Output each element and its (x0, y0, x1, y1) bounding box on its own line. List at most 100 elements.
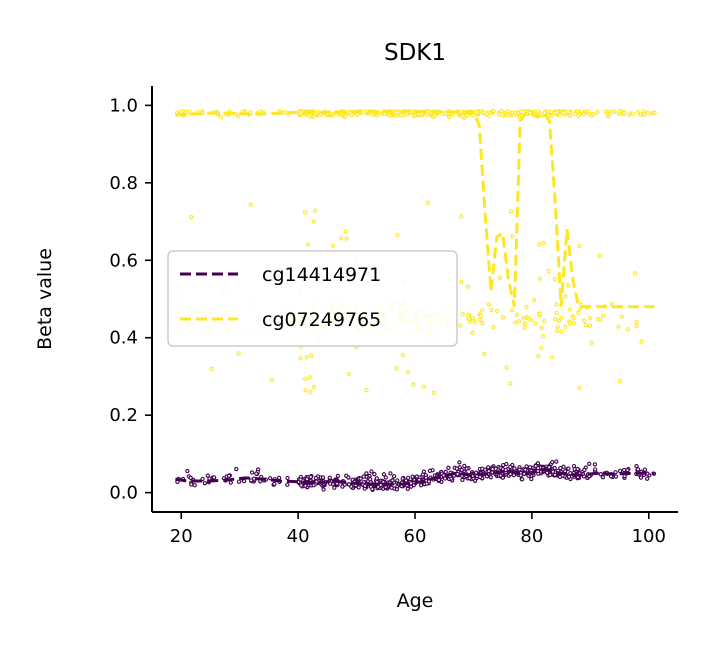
scatter-point (494, 308, 500, 314)
scatter-point (303, 376, 308, 381)
scatter-point (542, 319, 547, 324)
scatter-point (395, 232, 400, 238)
scatter-point (446, 465, 451, 470)
scatter-point (508, 381, 513, 386)
scatter-point (370, 112, 375, 117)
scatter-point (567, 307, 573, 312)
scatter-point (389, 485, 394, 490)
series-line-1 (175, 110, 655, 309)
scatter-point (364, 471, 369, 476)
scatter-point (340, 484, 345, 489)
scatter-point (537, 242, 542, 247)
scatter-point (390, 478, 395, 483)
scatter-point (411, 382, 416, 387)
scatter-point (554, 302, 559, 307)
scatter-point (536, 354, 541, 359)
y-tick-label: 1.0 (109, 95, 138, 116)
scatter-point (423, 475, 429, 480)
scatter-point (488, 475, 493, 480)
scatter-point (585, 109, 590, 114)
scatter-point (587, 316, 593, 321)
scatter-point (209, 366, 214, 371)
scatter-point (408, 484, 414, 489)
scatter-point (583, 322, 588, 328)
scatter-point (523, 467, 528, 472)
scatter-point (418, 483, 424, 488)
scatter-point (587, 323, 593, 328)
scatter-point (388, 471, 393, 476)
scatter-point (335, 473, 341, 479)
scatter-point (236, 351, 241, 356)
scatter-point (189, 482, 194, 487)
scatter-point (635, 467, 641, 472)
scatter-point (552, 465, 557, 471)
x-tick-label: 100 (632, 526, 666, 547)
scatter-point (311, 219, 316, 224)
scatter-point (343, 229, 348, 234)
scatter-point (558, 113, 563, 118)
scatter-point (537, 311, 542, 317)
scatter-point (309, 353, 314, 358)
scatter-point (610, 109, 615, 115)
scatter-point (642, 112, 647, 117)
scatter-point (480, 320, 485, 326)
scatter-point (521, 316, 526, 321)
scatter-point (500, 475, 506, 480)
scatter-point (313, 475, 319, 481)
scatter-point (405, 486, 410, 492)
scatter-point (548, 472, 553, 478)
y-tick-label: 0.8 (109, 173, 138, 194)
scatter-point (467, 476, 472, 481)
scatter-point (617, 109, 623, 114)
scatter-point (299, 483, 304, 488)
scatter-point (249, 470, 255, 475)
scatter-point (383, 475, 388, 480)
scatter-point (639, 339, 644, 344)
scatter-point (460, 477, 465, 483)
scatter-point (486, 302, 492, 307)
scatter-point (484, 112, 489, 117)
scatter-point (470, 330, 475, 335)
scatter-point (566, 474, 572, 479)
scatter-point (320, 475, 326, 480)
scatter-point (561, 110, 566, 115)
scatter-point (571, 321, 576, 326)
scatter-point (462, 463, 467, 469)
scatter-point (563, 324, 568, 329)
scatter-point (235, 114, 241, 119)
scatter-point (591, 112, 596, 117)
scatter-point (308, 474, 313, 480)
scatter-point (276, 475, 282, 481)
scatter-point (535, 465, 541, 471)
scatter-point (638, 475, 644, 480)
scatter-point (425, 200, 430, 205)
scatter-point (421, 384, 426, 389)
scatter-point (395, 478, 400, 483)
scatter-point (550, 460, 555, 465)
scatter-point (514, 312, 519, 317)
scatter-point (600, 475, 606, 480)
scatter-point (577, 243, 582, 249)
scatter-point (426, 479, 432, 484)
scatter-point (405, 475, 411, 480)
scatter-point (575, 466, 580, 472)
legend-label-0: cg14414971 (262, 264, 381, 286)
scatter-point (254, 471, 259, 476)
scatter-point (556, 318, 561, 323)
scatter-point (459, 467, 464, 473)
scatter-point (486, 465, 491, 470)
scatter-point (410, 474, 415, 479)
scatter-point (308, 389, 313, 395)
scatter-point (391, 474, 397, 479)
scatter-point (617, 379, 622, 384)
y-tick-label: 0.0 (109, 483, 138, 504)
scatter-point (571, 316, 576, 321)
scatter-point (520, 477, 525, 482)
scatter-point (630, 111, 636, 116)
scatter-point (522, 321, 528, 326)
scatter-point (559, 329, 564, 334)
scatter-point (362, 483, 368, 489)
scatter-point (303, 483, 308, 488)
scatter-point (601, 313, 606, 318)
scatter-point (349, 484, 354, 489)
